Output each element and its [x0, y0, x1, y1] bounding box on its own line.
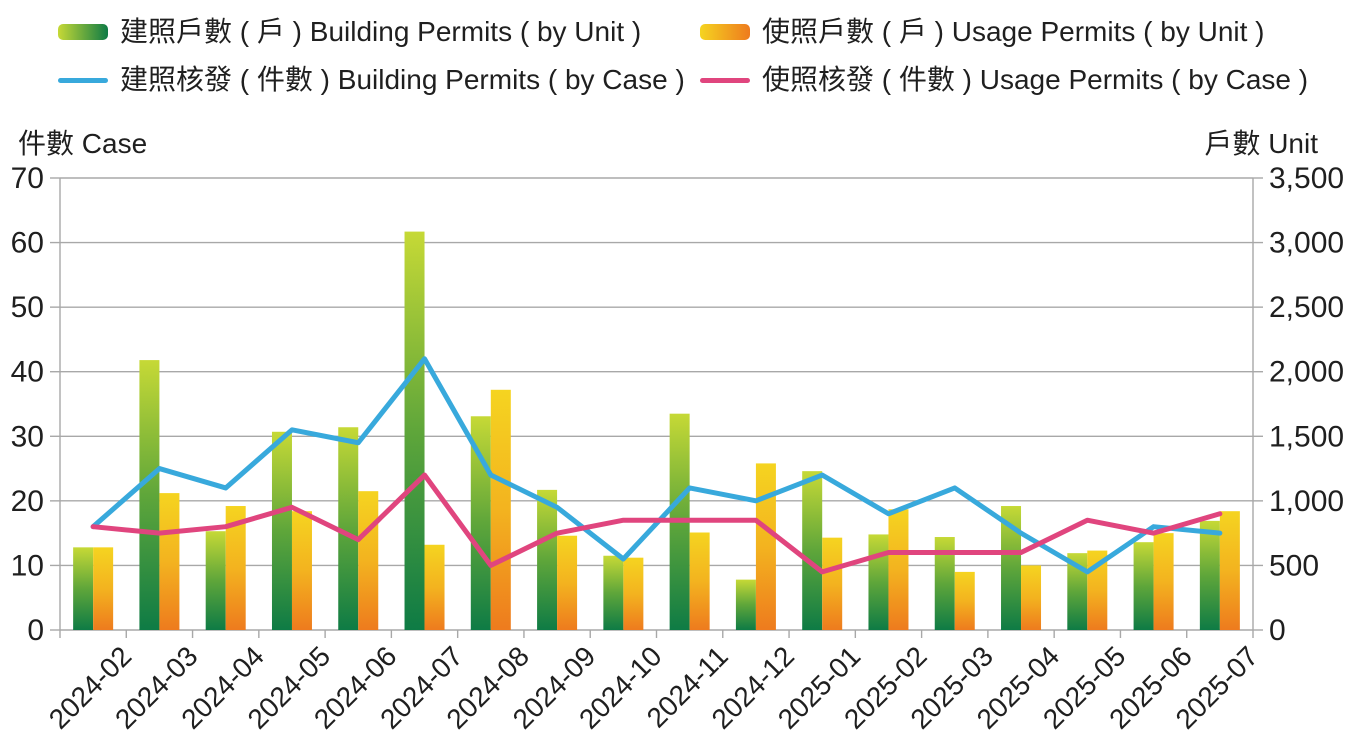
unit-axis-tick-label: 1,500: [1269, 420, 1344, 453]
usage-units-bar: [1219, 511, 1240, 630]
unit-axis-tick-label: 3,500: [1269, 162, 1344, 195]
usage-units-bar: [954, 571, 975, 630]
building-units-bar: [271, 431, 292, 630]
usage-units-bar: [623, 557, 644, 630]
case-axis-tick-label: 70: [11, 162, 44, 195]
unit-axis-tick-label: 2,500: [1269, 291, 1344, 324]
building-units-bar: [868, 534, 889, 630]
usage-units-bar: [888, 509, 909, 630]
building-units-bar: [1199, 520, 1220, 630]
legend-label-building-cases: 建照核發 ( 件數 ) Building Permits ( by Case ): [120, 64, 685, 95]
case-axis-tick-label: 40: [11, 356, 44, 389]
usage-units-swatch-icon: [700, 24, 750, 40]
legend-item-usage-units: 使照戶數 ( 戶 ) Usage Permits ( by Unit ): [700, 14, 1265, 50]
building-units-bar: [735, 579, 756, 630]
unit-axis-tick-label: 500: [1269, 549, 1319, 582]
usage-units-bar: [557, 535, 578, 630]
unit-axis-tick-label: 0: [1269, 614, 1286, 647]
legend-item-building-units: 建照戶數 ( 戶 ) Building Permits ( by Unit ): [58, 14, 641, 50]
building-units-bar: [603, 555, 624, 630]
case-axis-tick-label: 50: [11, 291, 44, 324]
unit-axis-tick-label: 3,000: [1269, 227, 1344, 260]
building-units-bar: [205, 531, 226, 630]
building-cases-swatch-icon: [58, 77, 108, 83]
right-axis-title: 戶數 Unit: [1204, 128, 1318, 159]
building-units-bar: [139, 360, 160, 630]
left-axis-title: 件數 Case: [18, 128, 148, 159]
building-units-bar: [1001, 506, 1022, 630]
usage-units-bar: [159, 493, 180, 630]
building-units-bar: [338, 427, 359, 630]
usage-units-bar: [755, 463, 776, 630]
case-axis-tick-label: 30: [11, 420, 44, 453]
building-units-bar: [537, 489, 558, 630]
usage-cases-swatch-icon: [700, 77, 750, 83]
building-units-bar: [934, 537, 955, 630]
building-units-bar: [1067, 553, 1088, 630]
building-cases-line: [90, 356, 1223, 575]
building-units-bar: [1133, 542, 1154, 630]
building-units-swatch-icon: [58, 24, 108, 40]
usage-units-bar: [490, 389, 511, 630]
case-axis-tick-label: 60: [11, 227, 44, 260]
building-units-bar: [404, 231, 425, 630]
unit-axis-tick-label: 1,000: [1269, 485, 1344, 518]
legend-item-usage-cases: 使照核發 ( 件數 ) Usage Permits ( by Case ): [700, 62, 1308, 98]
legend-label-usage-units: 使照戶數 ( 戶 ) Usage Permits ( by Unit ): [762, 16, 1265, 47]
usage-units-bar: [358, 491, 379, 630]
usage-units-bar: [93, 547, 114, 630]
legend-label-usage-cases: 使照核發 ( 件數 ) Usage Permits ( by Case ): [762, 64, 1309, 95]
building-units-bar: [73, 547, 94, 630]
case-axis-tick-label: 20: [11, 485, 44, 518]
usage-units-bar: [225, 506, 246, 630]
building-units-bar: [802, 471, 823, 630]
unit-axis-tick-label: 2,000: [1269, 356, 1344, 389]
legend-item-building-cases: 建照核發 ( 件數 ) Building Permits ( by Case ): [58, 62, 685, 98]
case-axis-tick-label: 0: [27, 614, 44, 647]
case-axis-tick-label: 10: [11, 549, 44, 582]
usage-units-bar: [822, 537, 843, 630]
usage-units-bar: [1021, 565, 1042, 630]
usage-cases-line: [90, 472, 1223, 575]
usage-units-bar: [1153, 533, 1174, 630]
usage-units-bar: [291, 511, 312, 630]
legend-label-building-units: 建照戶數 ( 戶 ) Building Permits ( by Unit ): [120, 16, 642, 47]
usage-units-bar: [424, 544, 445, 630]
usage-units-bar: [689, 532, 710, 630]
